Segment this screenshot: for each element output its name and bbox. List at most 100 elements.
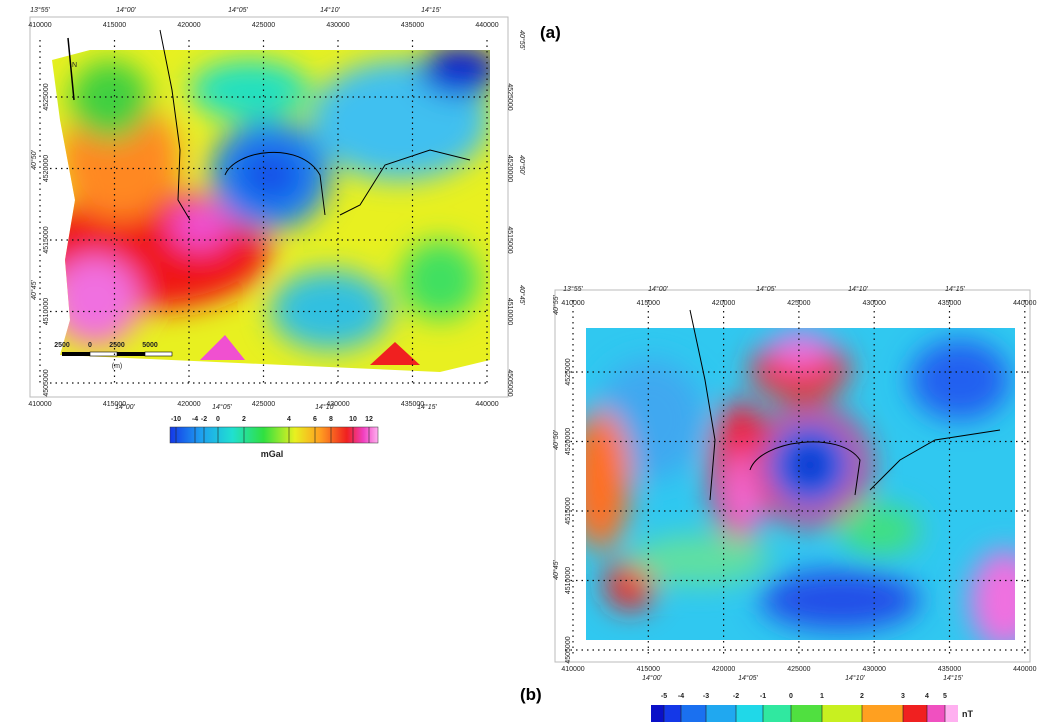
x-tick-label: 420000 (177, 22, 200, 29)
north-label: N (72, 62, 77, 69)
x-tick-label: 410000 (28, 22, 51, 29)
lon-label: 14°00' (642, 674, 662, 682)
y-tick-label: 4515000 (565, 497, 572, 524)
x-tick-label: 440000 (475, 401, 498, 408)
x-tick-label: 430000 (863, 666, 886, 673)
colorbar-band (651, 705, 664, 722)
lon-label: 14°10' (315, 403, 335, 411)
magnetic-map (570, 328, 1040, 650)
colorbar-band (791, 705, 822, 722)
lat-label: 40°45' (30, 279, 38, 299)
colorbar-label: 0 (789, 693, 793, 700)
x-tick-label: 425000 (252, 22, 275, 29)
colorbar-label: -2 (733, 693, 739, 700)
x-tick-label: 440000 (1013, 300, 1036, 307)
lat-label: 40°50' (30, 149, 38, 169)
colorbar (170, 427, 378, 443)
colorbar-label: 4 (287, 416, 291, 423)
panel-a: N (m) (a) mGal (30, 17, 561, 459)
colorbar-band (664, 705, 681, 722)
x-tick-label: 435000 (401, 22, 424, 29)
colorbar-band (927, 705, 945, 722)
lon-label: 14°10' (320, 6, 340, 14)
x-tick-label: 410000 (28, 401, 51, 408)
colorbar-band (945, 705, 958, 722)
colorbar-unit: mGal (261, 449, 284, 459)
y-tick-label: 4510000 (506, 298, 513, 325)
scale-label: 0 (88, 342, 92, 349)
colorbar-label: 10 (349, 416, 357, 423)
x-tick-label: 420000 (712, 300, 735, 307)
colorbar-band (822, 705, 862, 722)
x-tick-label: 420000 (177, 401, 200, 408)
lon-label: 14°15' (421, 6, 441, 14)
scale-label: 2500 (109, 342, 125, 349)
lon-label: 13°55' (30, 6, 50, 14)
colorbar-label: 8 (329, 416, 333, 423)
y-tick-label: 4505000 (506, 369, 513, 396)
colorbar-unit: nT (962, 709, 973, 719)
lon-label: 14°05' (756, 285, 776, 293)
x-tick-label: 435000 (938, 300, 961, 307)
x-tick-label: 425000 (252, 401, 275, 408)
y-tick-label: 4520000 (43, 155, 50, 182)
lon-label: 13°55' (563, 285, 583, 293)
colorbar-label: 3 (901, 693, 905, 700)
colorbar-label: -1 (760, 693, 766, 700)
lon-label: 14°00' (648, 285, 668, 293)
y-tick-label: 4525000 (565, 358, 572, 385)
colorbar-label: 1 (820, 693, 824, 700)
lon-label: 14°10' (848, 285, 868, 293)
x-tick-label: 420000 (712, 666, 735, 673)
x-tick-label: 410000 (561, 666, 584, 673)
x-tick-label: 440000 (475, 22, 498, 29)
lon-label: 14°05' (212, 403, 232, 411)
panel-label: (a) (540, 23, 561, 42)
colorbar-band (706, 705, 736, 722)
lon-label: 14°00' (116, 6, 136, 14)
colorbar-label: 0 (216, 416, 220, 423)
figure: N (m) (a) mGal (b) nT 410000410000415000… (0, 0, 1041, 722)
y-tick-label: 4520000 (506, 155, 513, 182)
colorbar-label: 12 (365, 416, 373, 423)
x-tick-label: 430000 (863, 300, 886, 307)
panel-b: (b) nT (520, 290, 1040, 722)
colorbar-band (763, 705, 791, 722)
lon-label: 14°00' (115, 403, 135, 411)
lat-label: 40°55' (552, 294, 560, 314)
x-tick-label: 415000 (637, 300, 660, 307)
x-tick-label: 435000 (938, 666, 961, 673)
y-tick-label: 4525000 (506, 83, 513, 110)
scale-label: 2500 (54, 342, 70, 349)
colorbar (651, 705, 958, 722)
colorbar-band (903, 705, 927, 722)
x-tick-label: 425000 (787, 666, 810, 673)
lon-label: 14°10' (845, 674, 865, 682)
colorbar-band (736, 705, 763, 722)
lon-label: 14°05' (738, 674, 758, 682)
lat-label: 40°45' (552, 559, 560, 579)
colorbar-label: 2 (860, 693, 864, 700)
colorbar-label: -2 (201, 416, 207, 423)
colorbar-label: -10 (171, 416, 181, 423)
panel-label: (b) (520, 685, 542, 704)
lon-label: 14°15' (943, 674, 963, 682)
gravity-map (30, 40, 500, 380)
lon-label: 14°15' (417, 403, 437, 411)
x-tick-label: 410000 (561, 300, 584, 307)
colorbar-label: 4 (925, 693, 929, 700)
colorbar-label: -4 (192, 416, 198, 423)
scale-label: 5000 (142, 342, 158, 349)
y-tick-label: 4515000 (43, 226, 50, 253)
x-tick-label: 440000 (1013, 666, 1036, 673)
colorbar-label: -4 (678, 693, 684, 700)
colorbar-band (862, 705, 903, 722)
y-tick-label: 4520000 (565, 428, 572, 455)
colorbar-label: -3 (703, 693, 709, 700)
y-tick-label: 4510000 (43, 298, 50, 325)
y-tick-label: 4510000 (565, 567, 572, 594)
y-tick-label: 4505000 (565, 636, 572, 663)
y-tick-label: 4515000 (506, 226, 513, 253)
lon-label: 14°15' (945, 285, 965, 293)
y-tick-label: 4525000 (43, 83, 50, 110)
